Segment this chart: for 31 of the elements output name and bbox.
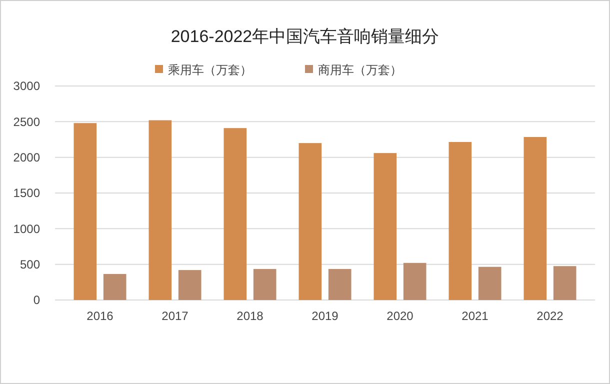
bar (374, 153, 397, 300)
y-tick-label: 1000 (13, 222, 40, 236)
y-tick-label: 2000 (13, 150, 40, 165)
chart-title: 2016-2022年中国汽车音响销量细分 (170, 27, 440, 46)
x-tick-label: 2021 (462, 309, 489, 323)
legend-label: 乘用车（万套） (168, 63, 252, 78)
y-tick-label: 500 (20, 258, 40, 272)
x-tick-label: 2018 (236, 309, 264, 323)
bar (328, 268, 352, 300)
x-tick-label: 2017 (162, 309, 189, 323)
bar (224, 128, 247, 300)
x-tick-label: 2019 (312, 309, 339, 323)
y-tick-label: 2500 (13, 114, 40, 129)
x-tick-label: 2020 (386, 309, 414, 323)
bar (298, 143, 322, 300)
bar (553, 266, 576, 300)
legend-label: 商用车（万套） (318, 63, 402, 78)
x-tick-label: 2022 (536, 309, 564, 323)
bar (148, 120, 172, 300)
bar (448, 142, 472, 300)
bar (253, 268, 276, 300)
bar (178, 270, 202, 300)
bar (403, 262, 426, 300)
y-tick-label: 3000 (13, 79, 40, 94)
y-tick-label: 1500 (13, 186, 40, 200)
bar (74, 123, 97, 300)
y-tick-label: 0 (33, 293, 40, 308)
bar (103, 274, 126, 300)
x-tick-label: 2016 (86, 309, 114, 323)
bar (524, 137, 547, 300)
bar (478, 266, 502, 300)
